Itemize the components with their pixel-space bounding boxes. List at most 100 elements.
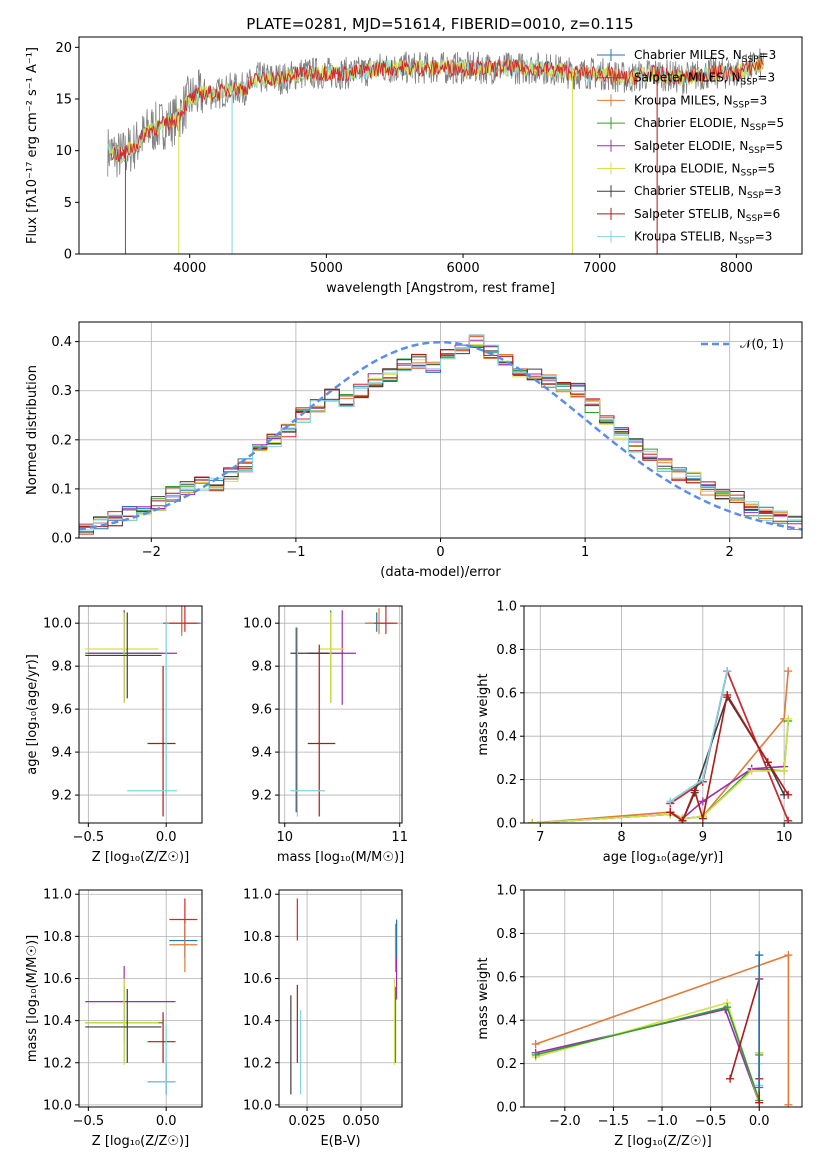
y-tick-label: 11.0 [43,888,72,903]
chart-weight-vs-age: 7 8 9 10 0.0 0.2 0.4 0.6 0.8 1.0 age [log₁₀(age/yr… [476,600,803,865]
plot-marks [79,334,802,538]
legend-suffix: =3 [750,93,768,107]
chart-age-vs-Z: −0.5 0.0 9.2 9.4 9.6 9.8 10.0 Z [log₁₀(Z/Z☉)] ag… [25,605,203,865]
y-tick-label: 10.0 [243,1098,272,1113]
legend-suffix: =5 [757,162,775,176]
y-tick-label: 10.6 [43,972,72,987]
plot-area [279,890,402,1107]
chart-residuals: 𝒩(0, 1) −2 −1 0 1 2 0.0 0.1 0.2 0.3 0.4 (data-model… [25,321,803,580]
legend-sub: SSP [747,191,764,201]
y-tick-label: 9.2 [251,789,272,804]
plot-marks [107,48,765,254]
x-tick-label: 0.0 [156,830,177,845]
y-tick-label: 0.8 [496,643,517,658]
legend-label: Kroupa ELODIE, N [634,162,741,176]
axes-frame [523,889,803,1108]
y-tick-label: 10.4 [243,1014,272,1029]
legend-suffix: =3 [764,184,782,198]
y-axis-label: mass weight [476,957,491,1039]
normal-curve [79,340,802,531]
legend-sub: SSP [748,146,765,156]
legend: 𝒩(0, 1) [701,337,784,351]
x-tick-label: 0.050 [342,1114,379,1129]
y-tick-label: 10.2 [43,1056,72,1071]
histogram-step [79,334,802,538]
y-tick-label: 10.8 [243,930,272,945]
y-axis-label: mass weight [476,673,491,755]
x-tick-label: 8000 [720,261,753,276]
x-tick-label: 11 [391,830,408,845]
x-axis-label: E(B-V) [320,1134,360,1149]
y-tick-label: 10.0 [43,617,72,632]
legend-sub: SSP [733,100,750,110]
x-tick-label: 9 [699,830,707,845]
x-tick-label: 0.0 [156,1114,177,1129]
legend-entry: Chabrier ELODIE, NSSP=5 [634,116,784,133]
x-axis-label: mass [log₁₀(M/M☉)] [277,850,404,865]
y-tick-label: 0.3 [51,384,72,399]
x-tick-label: 4000 [173,261,206,276]
plot-area [279,606,402,823]
x-tick-label: 1 [581,545,589,560]
y-tick-label: 10.0 [43,1098,72,1113]
x-tick-label: −1.5 [598,1114,630,1129]
y-tick-label: 0.0 [496,817,517,832]
legend-label: Salpeter ELODIE, N [634,139,748,153]
y-tick-label: 9.8 [251,660,272,675]
x-tick-label: −0.5 [695,1114,727,1129]
x-tick-label: 10 [276,830,293,845]
y-tick-label: 9.2 [51,789,72,804]
x-tick-label: −0.5 [73,1114,105,1129]
y-axis-label: mass [log₁₀(M/M☉)] [25,935,40,1062]
x-tick-label: 2 [726,545,734,560]
legend-sub: SSP [742,55,759,65]
y-tick-label: 0 [64,248,72,263]
y-tick-label: 0.2 [496,1057,517,1072]
plot-area [79,606,202,823]
x-tick-label: 0.025 [288,1114,325,1129]
legend-entry: Chabrier MILES, NSSP=3 [634,48,776,65]
chart-mass-vs-Z: −0.5 0.0 10.0 10.2 10.4 10.6 10.8 11.0 Z [log₁₀(… [25,888,203,1149]
x-tick-label: 8 [617,830,625,845]
x-tick-label: −1.0 [646,1114,678,1129]
y-tick-label: 9.6 [251,703,272,718]
y-tick-label: 0.1 [51,482,72,497]
x-axis-label: wavelength [Angstrom, rest frame] [326,281,555,296]
legend-label: Chabrier STELIB, N [634,184,747,198]
y-tick-label: 0.8 [496,927,517,942]
x-tick-label: −1 [286,545,305,560]
x-axis-label: Z [log₁₀(Z/Z☉)] [92,1134,189,1149]
x-tick-label: 0.0 [749,1114,770,1129]
legend-label: Chabrier MILES, N [634,48,742,62]
y-tick-label: 20 [55,41,72,56]
legend-label: 𝒩(0, 1) [740,337,784,351]
legend-suffix: =6 [763,207,781,221]
x-axis-label: (data-model)/error [380,565,501,580]
y-axis-label: age [log₁₀(age/yr)] [25,654,40,775]
legend-label: Kroupa MILES, N [634,93,733,107]
x-axis-label: age [log₁₀(age/yr)] [603,850,724,865]
legend-suffix: =3 [759,48,777,62]
axes-frame [278,605,403,824]
legend-sub: SSP [750,123,767,133]
axes-frame [78,36,803,255]
legend-suffix: =3 [757,71,775,85]
y-tick-label: 0.6 [496,970,517,985]
x-tick-label: −2 [142,545,161,560]
legend-label: Kroupa STELIB, N [634,230,738,244]
plot-area [79,890,202,1107]
legend-suffix: =3 [755,230,773,244]
plot-marks [85,606,201,817]
x-tick-label: 7000 [583,261,616,276]
y-tick-label: 1.0 [496,884,517,899]
legend-label: Salpeter MILES, N [634,71,741,85]
y-tick-label: 10.2 [243,1056,272,1071]
x-axis-label: Z [log₁₀(Z/Z☉)] [614,1134,711,1149]
y-tick-label: 10.8 [43,930,72,945]
plot-marks [290,898,398,1095]
figure-title: PLATE=0281, MJD=51614, FIBERID=0010, z=0… [246,15,633,33]
legend-suffix: =5 [765,139,783,153]
legend-sub: SSP [741,78,758,88]
x-tick-label: 10 [776,830,793,845]
